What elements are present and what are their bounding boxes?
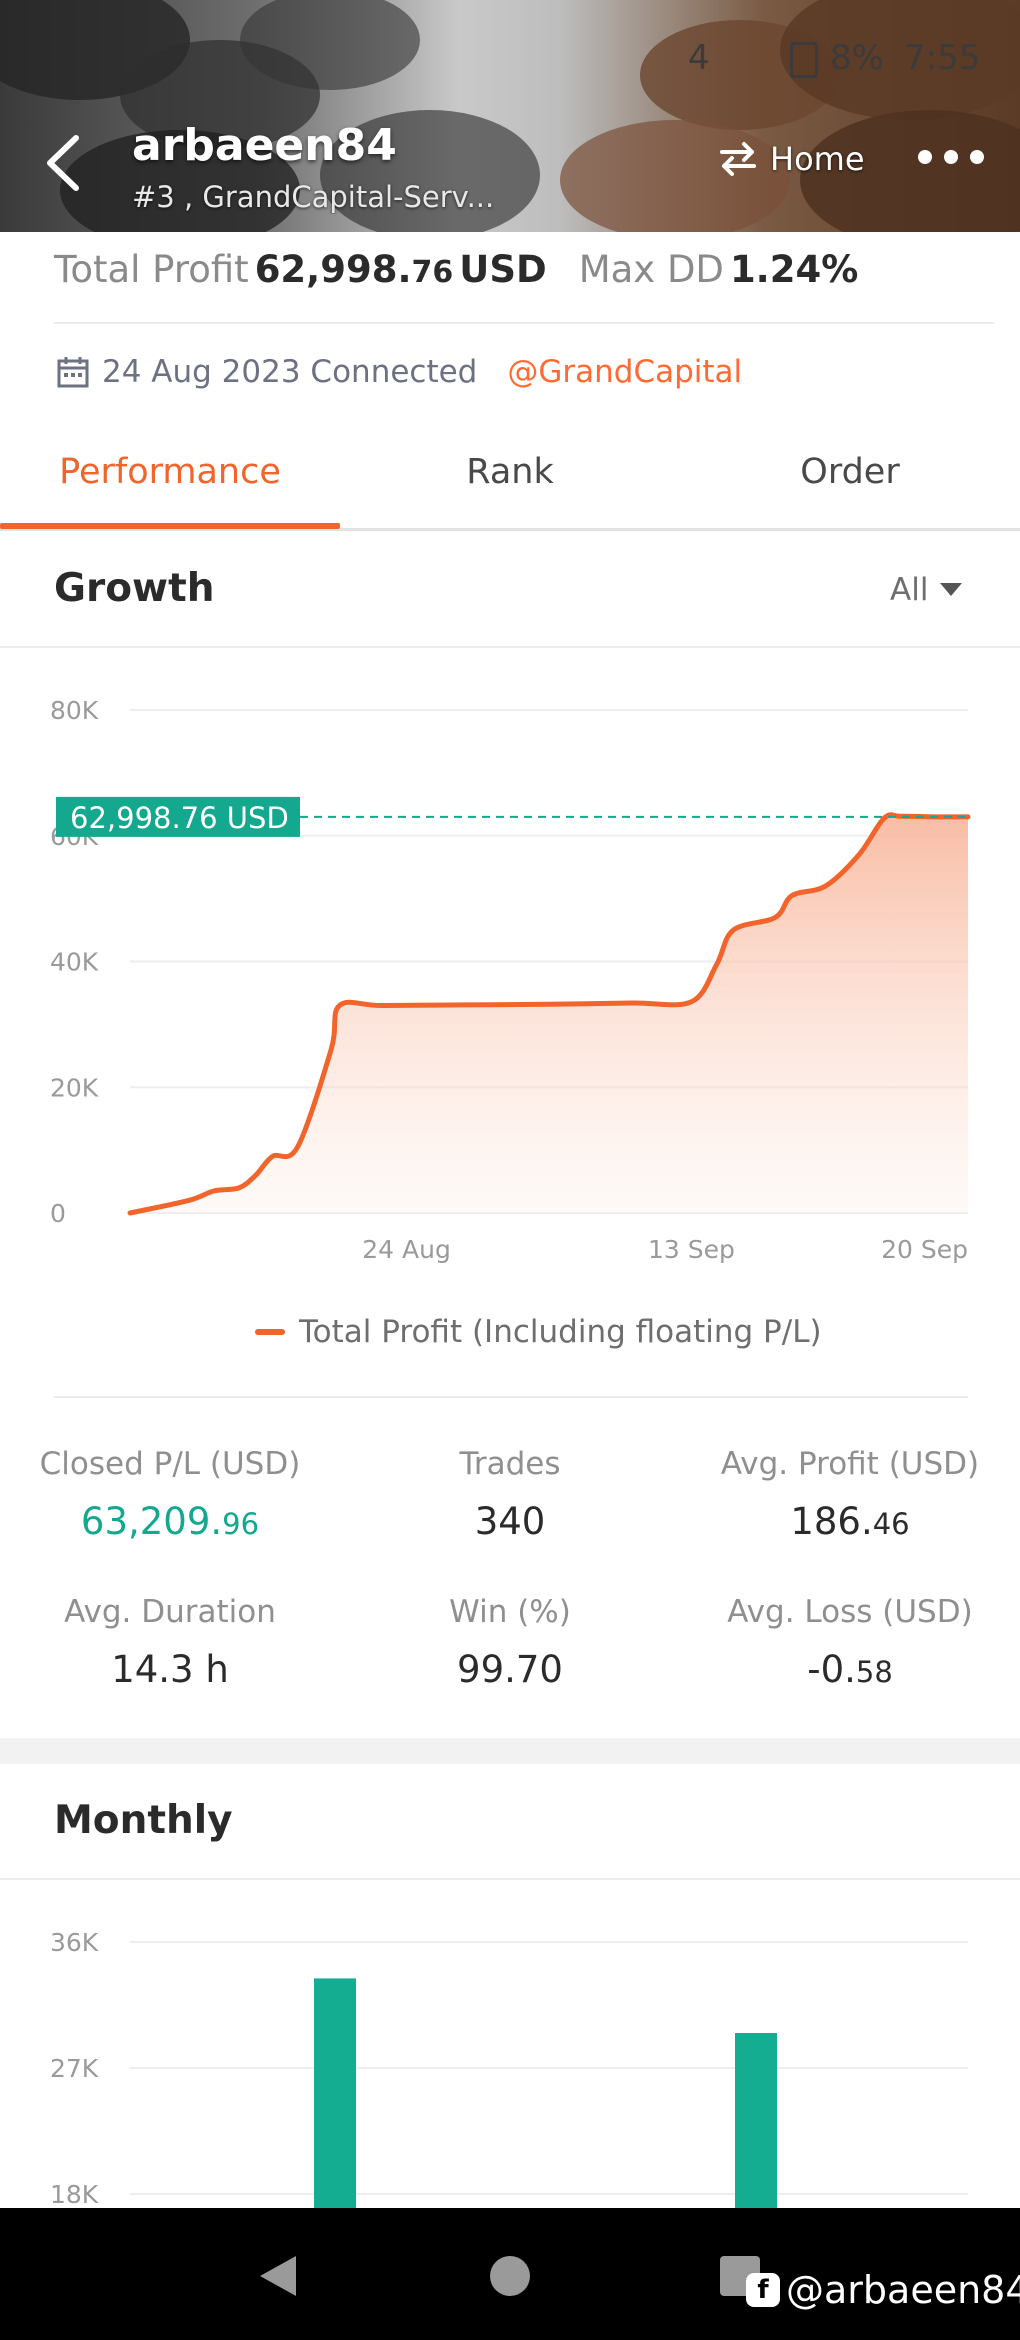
stat-value: -0.58: [807, 1648, 893, 1691]
growth-area: [130, 814, 968, 1213]
stat-value: 14.3 h: [111, 1648, 229, 1691]
system-nav-bar: f @arbaeen84: [0, 2208, 1020, 2340]
growth-filter-dropdown[interactable]: All: [890, 572, 963, 608]
back-icon[interactable]: [40, 130, 88, 196]
divider: [54, 322, 994, 324]
legend-swatch: [255, 1329, 285, 1335]
y-tick-label: 18K: [50, 2180, 99, 2209]
nav-home-icon[interactable]: [490, 2256, 530, 2296]
stat-label: Trades: [459, 1446, 561, 1482]
monthly-bar: [735, 2033, 777, 2210]
facebook-icon: f: [746, 2273, 780, 2307]
stat-value: 99.70: [457, 1648, 563, 1691]
status-signal: 4: [688, 38, 710, 78]
home-button[interactable]: Home: [718, 140, 865, 178]
watermark: f @arbaeen84: [746, 2268, 1020, 2312]
connected-row: 24 Aug 2023 Connected @GrandCapital: [56, 354, 742, 390]
total-profit-unit: USD: [459, 248, 547, 291]
calendar-icon: [57, 357, 89, 388]
clock: 7:55: [904, 38, 981, 78]
stat-label: Avg. Loss (USD): [727, 1594, 973, 1630]
y-tick-label: 80K: [50, 696, 99, 725]
y-tick-label: 27K: [50, 2054, 99, 2083]
caret-down-icon: [940, 583, 963, 596]
growth-filter-value: All: [890, 572, 929, 608]
y-tick-label: 40K: [50, 948, 99, 977]
more-icon[interactable]: [918, 150, 984, 164]
battery-icon: [790, 42, 818, 78]
stat-label: Avg. Duration: [64, 1594, 276, 1630]
total-profit-value: 62,998.76: [254, 248, 454, 291]
summary-row: Total Profit 62,998.76 USD Max DD 1.24%: [54, 248, 858, 291]
tab-active-indicator: [0, 523, 340, 529]
total-profit-label: Total Profit: [54, 248, 249, 291]
y-tick-label: 20K: [50, 1073, 99, 1102]
stat-label: Win (%): [449, 1594, 571, 1630]
divider: [0, 646, 1020, 648]
connected-date: 24 Aug 2023 Connected: [102, 354, 478, 390]
monthly-title: Monthly: [54, 1798, 233, 1843]
broker-link[interactable]: @GrandCapital: [507, 354, 743, 390]
x-tick-label: 20 Sep: [881, 1235, 968, 1264]
stat-label: Avg. Profit (USD): [720, 1446, 980, 1482]
x-tick-label: 13 Sep: [648, 1235, 735, 1264]
watermark-text: @arbaeen84: [786, 2268, 1020, 2312]
reference-label-bg: [56, 796, 300, 837]
tab-performance[interactable]: Performance: [59, 452, 281, 492]
account-subtitle: #3 , GrandCapital-Serv...: [132, 180, 495, 214]
growth-legend: Total Profit (Including floating P/L): [255, 1314, 822, 1350]
monthly-bar: [314, 1978, 356, 2210]
stat-value: 186.46: [790, 1500, 910, 1543]
header-banner: [0, 0, 1020, 232]
home-label: Home: [770, 140, 865, 178]
legend-label: Total Profit (Including floating P/L): [299, 1314, 822, 1350]
stat-label: Closed P/L (USD): [39, 1446, 301, 1482]
divider: [54, 1396, 968, 1398]
monthly-chart: 36K 27K 18K: [50, 1928, 968, 2210]
battery-level: 8%: [830, 38, 884, 78]
tab-divider: [0, 528, 1020, 531]
y-tick-label: 0: [50, 1199, 66, 1228]
growth-title: Growth: [54, 566, 215, 611]
swap-icon: [720, 142, 756, 176]
max-dd-value: 1.24%: [729, 248, 859, 291]
stat-value: 63,209.96: [80, 1500, 260, 1543]
username: arbaeen84: [132, 120, 397, 171]
growth-line: [127, 812, 971, 1216]
x-tick-label: 24 Aug: [362, 1235, 451, 1264]
y-tick-label: 36K: [50, 1928, 99, 1957]
divider: [0, 1878, 1020, 1880]
nav-back-icon[interactable]: [256, 2254, 300, 2298]
stat-value: 340: [474, 1500, 546, 1543]
section-separator: [0, 1738, 1020, 1764]
tab-order[interactable]: Order: [800, 452, 900, 492]
reference-label: 62,998.76 USD: [70, 801, 289, 835]
tab-rank[interactable]: Rank: [466, 452, 554, 492]
max-dd-label: Max DD: [578, 248, 724, 291]
